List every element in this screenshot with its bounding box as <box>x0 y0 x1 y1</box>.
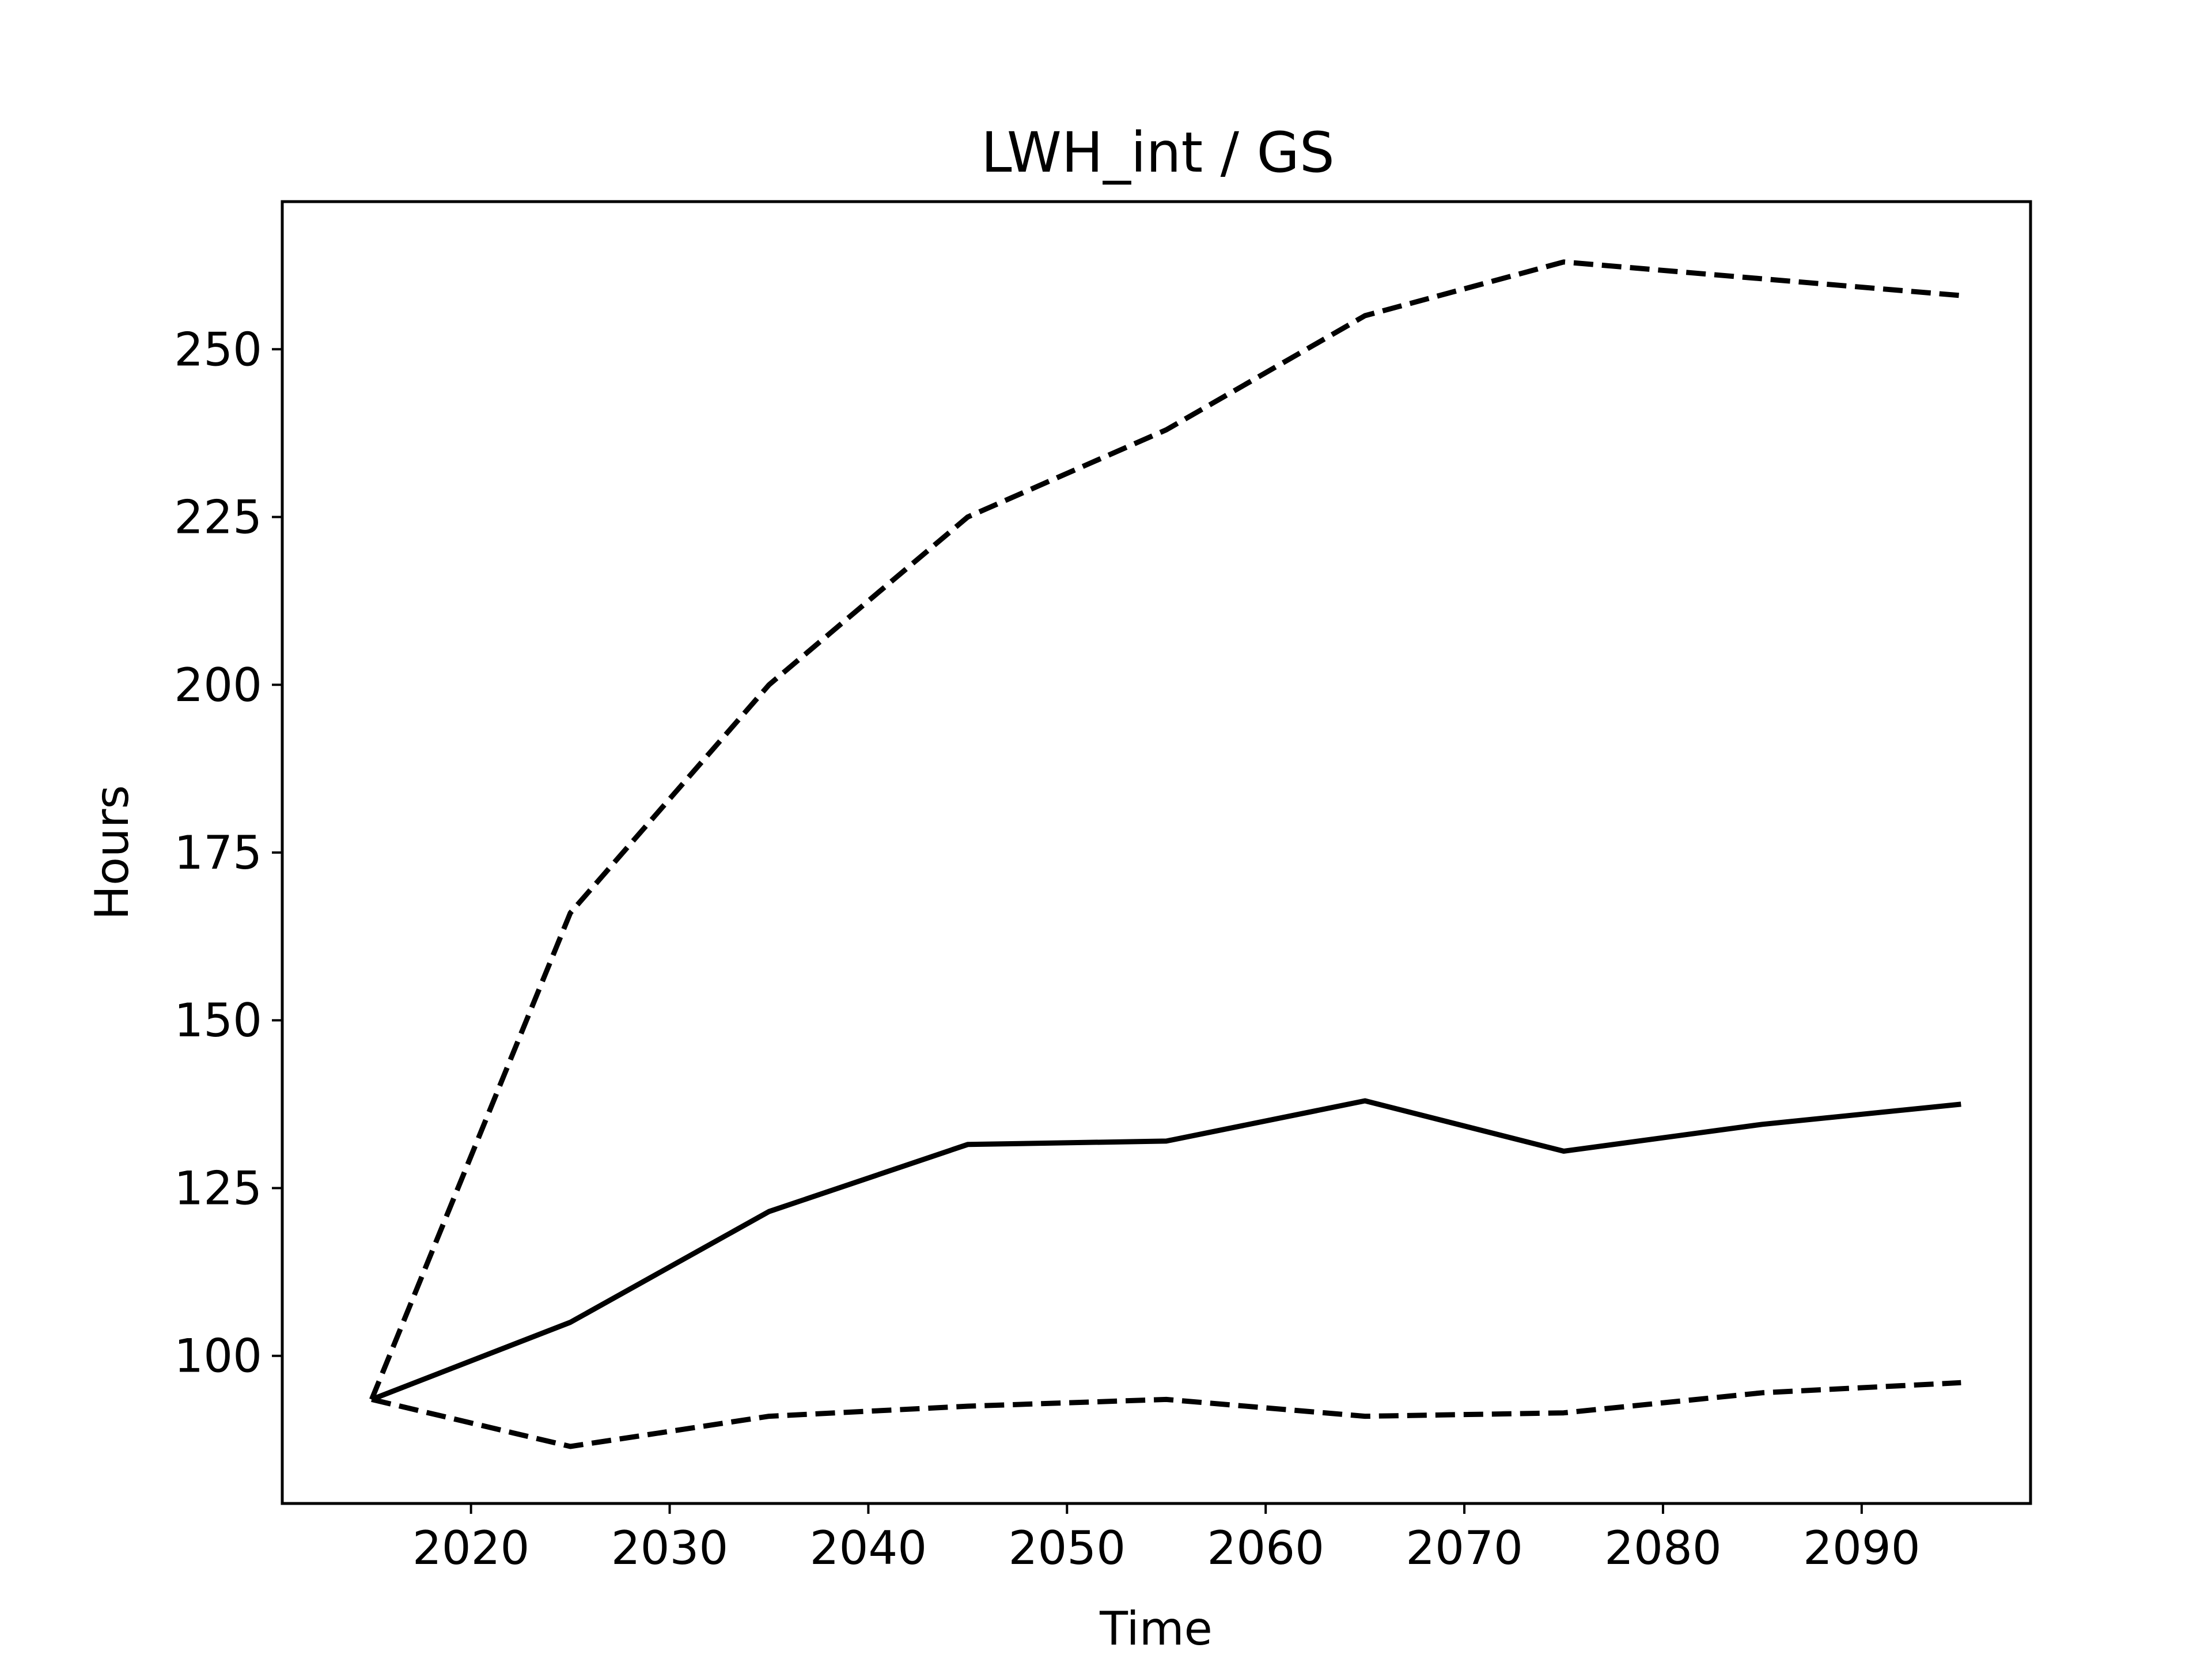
x-axis-title: Time <box>1099 1602 1213 1656</box>
x-tick-label: 2040 <box>810 1521 927 1575</box>
y-tick-label: 200 <box>174 658 262 712</box>
x-tick-label: 2070 <box>1406 1521 1523 1575</box>
x-tick-label: 2020 <box>412 1521 530 1575</box>
x-tick-label: 2050 <box>1009 1521 1126 1575</box>
x-tick-label: 2060 <box>1207 1521 1324 1575</box>
x-axis: 2020 2030 2040 2050 2060 2070 2080 2090 <box>412 1503 1921 1575</box>
series-line-3-dashed <box>371 1380 1961 1449</box>
series-line-2-solid <box>370 1098 1961 1402</box>
series-line-1-dashed <box>369 259 1961 1401</box>
x-tick-label: 2080 <box>1604 1521 1722 1575</box>
y-tick-label: 125 <box>174 1161 262 1215</box>
x-tick-label: 2030 <box>611 1521 729 1575</box>
plot-area-frame <box>281 200 2032 1505</box>
y-axis: 100 125 150 175 200 225 250 <box>174 323 282 1383</box>
y-axis-title: Hours <box>85 785 139 920</box>
y-tick-label: 100 <box>174 1330 262 1383</box>
y-tick-label: 250 <box>174 323 262 376</box>
chart-title: LWH_int / GS <box>981 120 1335 185</box>
y-tick-label: 175 <box>174 826 262 880</box>
series-layer <box>369 259 1961 1449</box>
x-tick-label: 2090 <box>1803 1521 1921 1575</box>
y-tick-label: 150 <box>174 994 262 1047</box>
y-tick-label: 225 <box>174 491 262 544</box>
